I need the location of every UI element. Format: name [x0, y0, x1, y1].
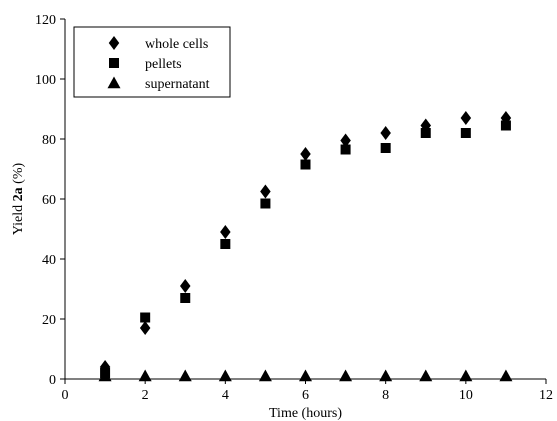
square-data-point	[500, 120, 511, 131]
legend-label: whole cells	[145, 37, 208, 52]
square-data-point	[220, 239, 231, 249]
y-tick-label: 60	[42, 193, 56, 208]
legend-label: supernatant	[145, 77, 210, 92]
x-tick-label: 2	[142, 388, 149, 403]
x-tick-label: 6	[302, 388, 309, 403]
y-tick-label: 80	[42, 133, 56, 148]
y-tick-label: 120	[35, 13, 56, 28]
square-data-point	[340, 144, 351, 155]
y-axis-label-unit: (%)	[11, 163, 26, 188]
x-tick-label: 8	[382, 388, 389, 403]
diamond-data-point	[300, 147, 311, 161]
diamond-data-point	[340, 133, 351, 148]
triangle-data-point	[299, 369, 312, 382]
x-tick-label: 0	[62, 388, 69, 403]
legend-square-marker	[109, 58, 119, 68]
y-tick-label: 0	[49, 373, 56, 388]
y-axis-label-prefix: Yield	[11, 201, 26, 235]
legend-box	[73, 26, 231, 98]
x-axis-label: Time (hours)	[269, 406, 342, 421]
triangle-data-point	[499, 369, 513, 382]
triangle-data-point	[178, 369, 192, 382]
triangle-data-point	[339, 369, 353, 382]
triangle-data-point	[218, 369, 232, 382]
diamond-data-point	[99, 360, 111, 374]
data-points	[98, 111, 513, 382]
square-data-point	[420, 128, 431, 138]
triangle-data-point	[138, 369, 152, 382]
diamond-data-point	[139, 321, 151, 335]
y-axis-label: Yield 2a (%)	[11, 163, 26, 236]
y-tick-label: 40	[42, 253, 56, 268]
triangle-data-point	[258, 369, 272, 382]
square-data-point	[380, 143, 391, 153]
diamond-data-point	[260, 184, 271, 199]
diamond-data-point	[220, 225, 231, 239]
diamond-data-point	[500, 111, 512, 125]
square-data-point	[180, 293, 191, 303]
square-data-point	[460, 128, 471, 138]
x-tick-label: 4	[222, 388, 229, 403]
y-axis-ticks: 0 20 40 60 80 100 120	[35, 13, 65, 388]
triangle-data-point	[419, 369, 433, 382]
diamond-data-point	[180, 279, 191, 293]
square-data-point	[140, 312, 151, 323]
legend: whole cells pellets supernatant	[73, 26, 231, 98]
y-tick-label: 20	[42, 313, 56, 328]
y-tick-label: 100	[35, 73, 56, 88]
legend-label: pellets	[145, 57, 182, 72]
diamond-data-point	[460, 111, 472, 125]
square-data-point	[300, 159, 311, 170]
x-tick-label: 10	[459, 388, 473, 403]
triangle-data-point	[459, 369, 473, 382]
diamond-data-point	[420, 118, 431, 133]
legend-diamond-marker	[108, 36, 120, 50]
diamond-data-point	[380, 126, 391, 140]
x-tick-label: 12	[539, 388, 553, 403]
triangle-data-point	[379, 369, 393, 382]
square-data-point	[260, 198, 271, 209]
x-axis-ticks: 0 2 4 6 8 10 12	[62, 379, 553, 403]
legend-triangle-marker	[107, 76, 121, 89]
y-axis-label-compound: 2a	[11, 187, 26, 201]
